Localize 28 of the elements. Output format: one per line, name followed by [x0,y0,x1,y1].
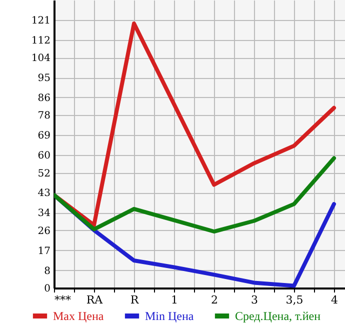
y-tick-label: 112 [31,35,50,46]
x-tick-label: 3 [251,294,258,306]
y-tick-label: 0 [44,284,50,294]
legend-label: Min Цена [145,309,194,323]
y-tick-label: 43 [38,188,50,200]
x-tick-label: RA [86,294,104,306]
x-tick-label: 2 [211,294,218,306]
x-tick-label: R [130,294,140,306]
y-tick-label: 78 [38,110,50,122]
y-tick-label: 52 [38,168,50,180]
y-tick-label: 121 [31,15,50,26]
line-series [54,21,336,228]
line-series [54,156,336,234]
x-tick-label: 4 [331,294,338,306]
x-tick-label: 3,5 [286,294,304,306]
y-tick-label: 17 [38,246,50,257]
y-tick-label: 26 [38,226,50,237]
legend-label: Сред.Цена, т.йен [235,309,322,323]
legend-label: Max Цена [53,309,104,323]
x-tick-label: 1 [171,294,178,306]
y-tick-label: 60 [38,150,50,162]
y-tick-label: 86 [38,92,50,104]
y-tick-label: 95 [38,73,50,84]
y-tick-label: 34 [38,208,50,220]
y-tick-label: 69 [38,130,50,142]
y-tick-label: 104 [31,53,50,64]
y-tick-label: 8 [44,266,50,277]
x-tick-label: *** [54,294,72,306]
